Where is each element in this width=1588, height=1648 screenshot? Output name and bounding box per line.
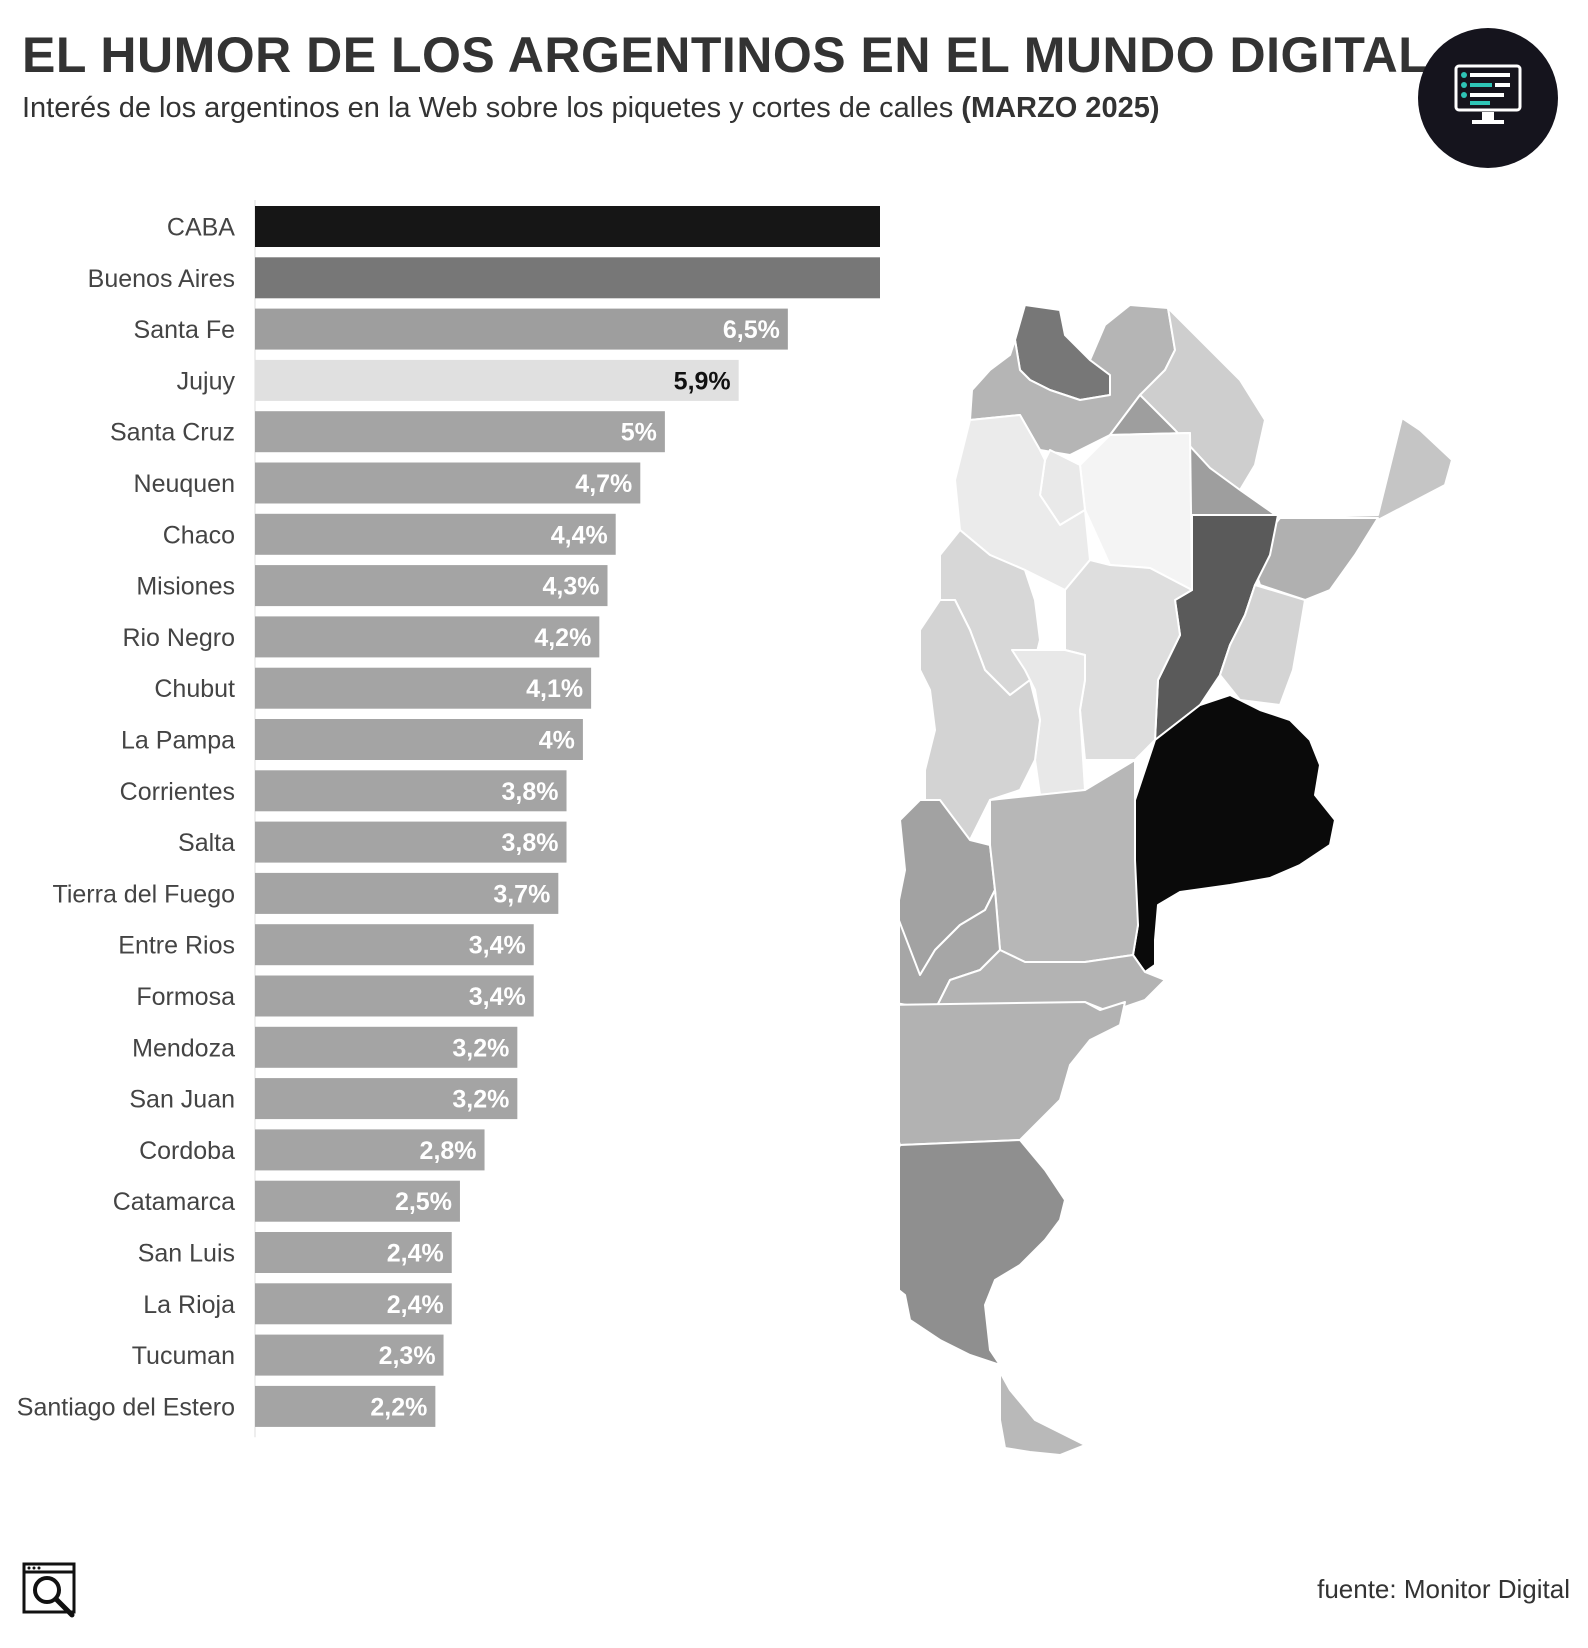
bar (255, 1078, 518, 1120)
map-region-chubut (900, 1001, 1126, 1146)
bar-value-label: 3,2% (452, 1034, 509, 1062)
bar-value-label: 2,3% (379, 1342, 436, 1370)
bar-value-label: 2,5% (395, 1188, 452, 1216)
bar-value-label: 5,9% (674, 367, 731, 395)
bar (255, 462, 641, 504)
bar (255, 770, 567, 812)
chart-subtitle: Interés de los argentinos en la Web sobr… (22, 92, 1159, 125)
bar (255, 359, 739, 401)
bar-value-label: 4% (539, 727, 575, 755)
category-label: Catamarca (113, 1188, 235, 1216)
subtitle-text: Interés de los argentinos en la Web sobr… (22, 92, 954, 124)
bar-value-label: 4,1% (526, 675, 583, 703)
bar-value-label: 2,4% (387, 1240, 444, 1268)
category-label: Salta (178, 829, 235, 857)
bar (255, 308, 788, 350)
bar (255, 719, 583, 760)
category-label: Misiones (136, 573, 235, 601)
category-label: Rio Negro (122, 624, 235, 652)
map-region-santa-cruz (900, 1139, 1066, 1366)
bar (255, 513, 616, 555)
category-label: Neuquen (134, 470, 235, 498)
category-label: Tierra del Fuego (53, 880, 236, 908)
bar (255, 1385, 436, 1427)
bar (255, 616, 600, 658)
bar-value-label: 2,2% (370, 1393, 427, 1421)
bar-value-label: 3,4% (469, 983, 526, 1011)
bar (255, 206, 880, 247)
category-label: CABA (167, 214, 235, 242)
source-credit: fuente: Monitor Digital (1317, 1574, 1570, 1604)
category-label: Cordoba (139, 1137, 235, 1165)
category-label: La Pampa (121, 727, 235, 755)
argentina-map (900, 304, 1453, 1456)
bar-value-label: 4,2% (534, 624, 591, 652)
bar (255, 667, 592, 709)
brand-badge (1418, 28, 1558, 168)
bar-value-label: 2,4% (387, 1291, 444, 1319)
bar (255, 872, 559, 914)
bar-value-label: 6,5% (723, 316, 780, 344)
bar (255, 257, 880, 299)
bar-value-label: 3,7% (493, 880, 550, 908)
category-label: Mendoza (132, 1034, 235, 1062)
bar (255, 565, 608, 607)
category-label: Santa Cruz (110, 419, 235, 447)
bar (255, 975, 534, 1017)
category-label: San Juan (129, 1086, 235, 1114)
category-label: Buenos Aires (88, 265, 235, 293)
bar-value-label: 3,4% (469, 932, 526, 960)
monitor-icon (1454, 64, 1522, 124)
bar (255, 924, 534, 966)
bar-value-label: 2,8% (420, 1137, 477, 1165)
bar-value-label: 3,2% (452, 1086, 509, 1114)
category-label: Tucuman (132, 1342, 235, 1370)
bar (255, 1026, 518, 1068)
category-label: Chaco (163, 521, 235, 549)
bar (255, 821, 567, 863)
bar-value-label: 4,3% (543, 573, 600, 601)
category-label: La Rioja (143, 1291, 235, 1319)
bar (255, 1180, 460, 1222)
category-label: Santa Fe (134, 316, 235, 344)
bar-value-label: 3,8% (502, 778, 559, 806)
bar-value-label: 3,8% (502, 829, 559, 857)
category-label: Entre Rios (118, 932, 235, 960)
map-region-entre-rios (1219, 584, 1306, 706)
category-label: Chubut (154, 675, 235, 703)
bar (255, 1129, 485, 1171)
category-label: San Luis (138, 1240, 235, 1268)
category-label: Formosa (136, 983, 235, 1011)
map-region-tierra-del-fuego (999, 1371, 1086, 1456)
category-label: Santiago del Estero (17, 1393, 235, 1421)
bar-value-label: 5% (621, 419, 657, 447)
bar-value-label: 4,7% (575, 470, 632, 498)
bar (255, 1334, 444, 1376)
bar-chart: CABA9,1%Buenos Aires8,9%Santa Fe6,5%Juju… (17, 200, 880, 1438)
search-window-icon (22, 1562, 78, 1623)
bar-value-label: 4,4% (551, 521, 608, 549)
bar (255, 411, 665, 453)
bar (255, 1283, 452, 1325)
category-label: Jujuy (177, 367, 236, 395)
subtitle-period: (MARZO 2025) (961, 92, 1160, 124)
bar (255, 1232, 452, 1273)
category-label: Corrientes (120, 778, 235, 806)
chart-title: EL HUMOR DE LOS ARGENTINOS EN EL MUNDO D… (22, 27, 1430, 83)
map-region-buenos-aires (1131, 694, 1336, 973)
